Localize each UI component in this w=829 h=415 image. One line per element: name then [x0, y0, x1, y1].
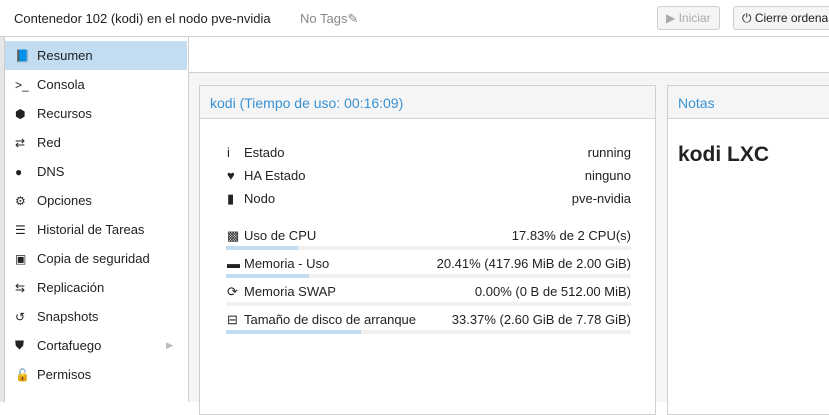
- sidebar-item-replicaci-n[interactable]: ⇆ Replicación: [5, 273, 187, 302]
- top-bar: Contenedor 102 (kodi) en el nodo pve-nvi…: [0, 0, 829, 37]
- sidebar-item-label: Opciones: [37, 193, 92, 208]
- sidebar-item-label: Resumen: [37, 48, 93, 63]
- unlock-icon: 🔓: [15, 367, 30, 382]
- info-row: ♥ HA Estado ninguno: [227, 168, 631, 183]
- start-label: Iniciar: [678, 11, 711, 25]
- status-panel-title: kodi (Tiempo de uso: 00:16:09): [200, 86, 655, 119]
- server-icon: ▮: [227, 191, 235, 206]
- info-value: running: [587, 145, 631, 160]
- usage-row: ▬ Memoria - Uso 20.41% (417.96 MiB de 2.00…: [227, 256, 631, 271]
- start-button[interactable]: ▶ Iniciar: [657, 6, 720, 30]
- cube-icon: ⬢: [15, 106, 26, 121]
- info-value: ninguno: [584, 168, 631, 183]
- sidebar-item-label: Historial de Tareas: [37, 222, 145, 237]
- cpu-icon: ▩: [227, 228, 240, 243]
- globe-icon: ●: [15, 164, 23, 179]
- main-content: kodi (Tiempo de uso: 00:16:09) i Estado ru…: [188, 37, 829, 415]
- refresh-icon: ⟳: [227, 284, 238, 299]
- info-value: pve-nvidia: [571, 191, 631, 206]
- sidebar-item-label: Replicación: [37, 280, 105, 295]
- usage-progress-bar: [226, 274, 631, 278]
- sidebar-item-consola[interactable]: >_ Consola: [5, 70, 187, 99]
- sidebar-item-label: Permisos: [37, 367, 92, 382]
- retweet-icon: ⇆: [15, 280, 26, 295]
- shutdown-label: Cierre ordena: [754, 11, 829, 25]
- exchange-icon: ⇄: [15, 135, 26, 150]
- notes-panel: Notas kodi LXC: [667, 85, 829, 415]
- status-panel: kodi (Tiempo de uso: 00:16:09) i Estado ru…: [199, 85, 656, 415]
- sidebar-item-red[interactable]: ⇄ Red: [5, 128, 187, 157]
- sidebar-item-permisos[interactable]: 🔓 Permisos: [5, 360, 187, 389]
- notes-content: kodi LXC: [678, 143, 770, 166]
- gear-icon: ⚙: [15, 193, 26, 208]
- sidebar-item-dns[interactable]: ● DNS: [5, 157, 187, 186]
- sidebar-item-label: Recursos: [37, 106, 92, 121]
- usage-value: 20.41% (417.96 MiB de 2.00 GiB): [436, 256, 631, 271]
- floppy-icon: ▣: [15, 251, 27, 266]
- usage-label: Memoria - Uso: [244, 256, 330, 271]
- info-row: i Estado running: [227, 145, 631, 160]
- usage-label: Uso de CPU: [244, 228, 317, 243]
- usage-value: 33.37% (2.60 GiB de 7.78 GiB): [451, 312, 631, 327]
- page-title: Contenedor 102 (kodi) en el nodo pve-nvi…: [14, 11, 271, 26]
- shutdown-button[interactable]: ⏻ Cierre ordena: [733, 6, 829, 30]
- info-icon: i: [227, 145, 230, 160]
- sidebar-item-label: Consola: [37, 77, 85, 92]
- hdd-icon: ⊟: [227, 312, 238, 327]
- usage-label: Memoria SWAP: [244, 284, 336, 299]
- tags[interactable]: No Tags✎: [300, 11, 358, 27]
- book-icon: 📘: [15, 48, 30, 63]
- sidebar-item-cortafuego[interactable]: ⛊ Cortafuego ▶: [5, 331, 187, 360]
- toolbar: [189, 37, 829, 73]
- expand-arrow-icon[interactable]: ▶: [166, 340, 173, 350]
- tags-label: No Tags: [300, 11, 348, 26]
- heartbeat-icon: ♥: [227, 168, 235, 183]
- sidebar-item-label: Cortafuego: [37, 338, 102, 353]
- resize-handle[interactable]: [0, 37, 5, 402]
- notes-panel-title[interactable]: Notas: [668, 86, 829, 119]
- sidebar-item-label: Snapshots: [37, 309, 99, 324]
- usage-value: 17.83% de 2 CPU(s): [511, 228, 631, 243]
- history-icon: ↺: [15, 309, 26, 324]
- sidebar-item-recursos[interactable]: ⬢ Recursos: [5, 99, 187, 128]
- memory-icon: ▬: [227, 256, 240, 271]
- sidebar-item-snapshots[interactable]: ↺ Snapshots: [5, 302, 187, 331]
- sidebar: 📘 Resumen >_ Consola ⬢ Recursos ⇄ Red ● DNS ⚙ Opcio…: [5, 41, 187, 389]
- usage-label: Tamaño de disco de arranque: [244, 312, 417, 327]
- sidebar-item-copia-de-seguridad[interactable]: ▣ Copia de seguridad: [5, 244, 187, 273]
- usage-progress-fill: [226, 274, 309, 278]
- sidebar-item-resumen[interactable]: 📘 Resumen: [5, 41, 187, 70]
- play-icon: ▶: [666, 11, 679, 25]
- sidebar-item-opciones[interactable]: ⚙ Opciones: [5, 186, 187, 215]
- usage-progress-bar: [226, 246, 631, 250]
- usage-value: 0.00% (0 B de 512.00 MiB): [474, 284, 631, 299]
- usage-row: ⟳ Memoria SWAP 0.00% (0 B de 512.00 MiB): [227, 284, 631, 300]
- info-label: Estado: [244, 145, 285, 160]
- terminal-icon: >_: [15, 77, 29, 92]
- usage-row: ▩ Uso de CPU 17.83% de 2 CPU(s): [227, 228, 631, 244]
- usage-progress-bar: [226, 330, 631, 334]
- usage-progress-fill: [226, 246, 299, 250]
- sidebar-item-label: Red: [37, 135, 61, 150]
- sidebar-item-label: Copia de seguridad: [37, 251, 150, 266]
- info-label: HA Estado: [244, 168, 306, 183]
- info-row: ▮ Nodo pve-nvidia: [227, 191, 631, 207]
- sidebar-item-historial-de-tareas[interactable]: ☰ Historial de Tareas: [5, 215, 187, 244]
- shield-icon: ⛊: [15, 338, 25, 352]
- usage-progress-bar: [226, 302, 631, 306]
- info-label: Nodo: [244, 191, 276, 206]
- power-icon: ⏻: [742, 11, 755, 25]
- list-icon: ☰: [15, 222, 26, 237]
- usage-row: ⊟ Tamaño de disco de arranque 33.37% (2.60…: [227, 312, 631, 328]
- usage-progress-fill: [226, 330, 362, 334]
- pencil-icon[interactable]: ✎: [347, 11, 359, 26]
- sidebar-item-label: DNS: [37, 164, 65, 179]
